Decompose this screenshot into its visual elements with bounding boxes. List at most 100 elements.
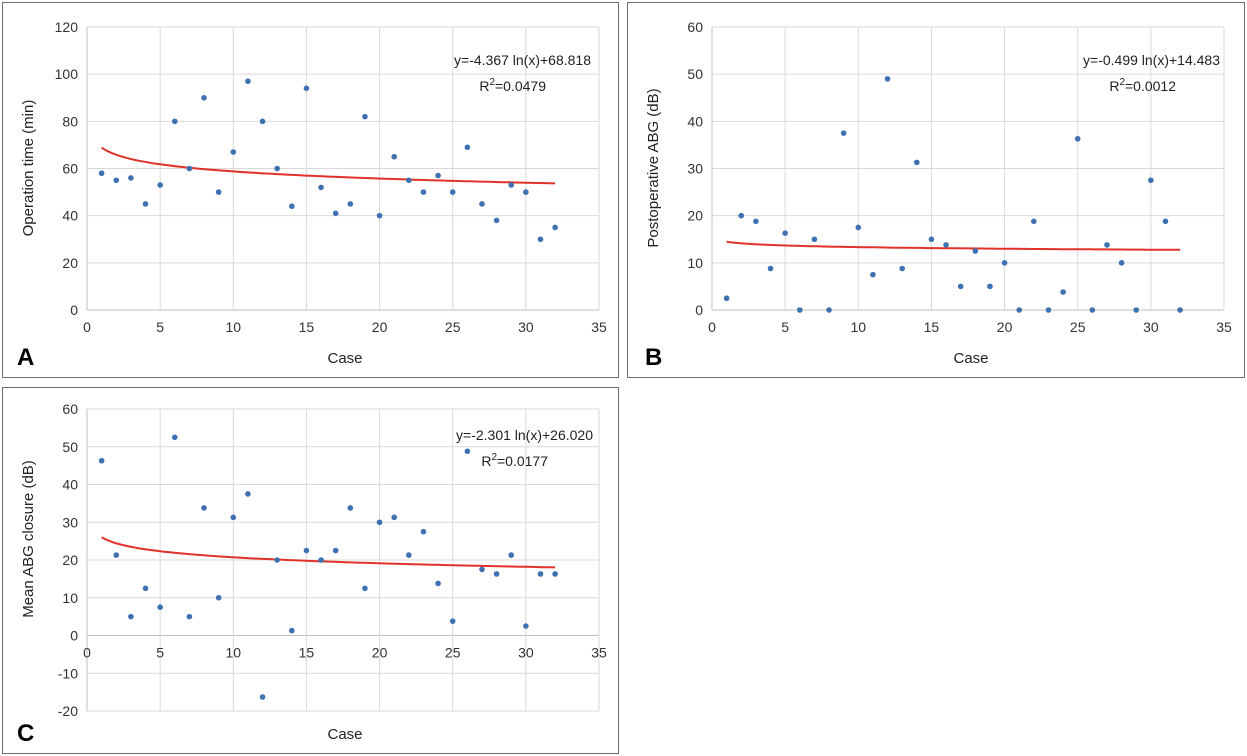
y-tick-label: 50 bbox=[62, 439, 78, 455]
data-point bbox=[1089, 307, 1096, 313]
panel-label: A bbox=[17, 344, 34, 371]
data-point bbox=[552, 571, 558, 577]
data-point bbox=[1016, 307, 1022, 313]
data-point bbox=[171, 434, 178, 441]
data-point bbox=[113, 177, 120, 184]
data-point bbox=[972, 248, 979, 254]
data-point bbox=[899, 265, 905, 272]
y-tick-label: -20 bbox=[58, 703, 78, 719]
data-point bbox=[259, 118, 266, 125]
y-tick-label: 10 bbox=[687, 255, 703, 271]
data-point bbox=[376, 212, 383, 219]
r-squared-label: R2=0.0012 bbox=[1109, 77, 1176, 94]
data-point bbox=[332, 210, 339, 217]
x-tick-label: 0 bbox=[83, 319, 91, 335]
data-point bbox=[171, 118, 178, 125]
data-point bbox=[796, 307, 803, 313]
x-tick-label: 25 bbox=[445, 645, 461, 661]
data-point bbox=[464, 144, 471, 151]
x-tick-label: 20 bbox=[372, 645, 388, 661]
x-tick-label: 0 bbox=[83, 645, 91, 661]
data-point bbox=[391, 514, 398, 521]
y-tick-label: 30 bbox=[62, 514, 78, 530]
x-tick-label: 0 bbox=[708, 319, 716, 335]
data-point bbox=[113, 552, 120, 558]
data-point bbox=[186, 613, 193, 620]
data-point bbox=[362, 113, 368, 120]
chart-panel-c: -20 -10 0 10 20 30 40 50 60 0 5 10 15 20 25 30 35 Case M… bbox=[2, 387, 619, 754]
x-tick-label: 25 bbox=[1070, 319, 1086, 335]
data-point bbox=[98, 457, 105, 464]
data-point bbox=[523, 189, 529, 195]
y-tick-label: 20 bbox=[62, 552, 78, 568]
data-point bbox=[957, 283, 964, 290]
data-point bbox=[1104, 242, 1110, 248]
data-point bbox=[435, 580, 441, 587]
data-point bbox=[449, 618, 456, 624]
data-point bbox=[318, 557, 324, 563]
data-point bbox=[201, 94, 207, 101]
y-tick-label: 30 bbox=[687, 161, 703, 177]
data-point bbox=[508, 552, 515, 558]
x-tick-label: 10 bbox=[225, 645, 241, 661]
x-tick-label: 35 bbox=[591, 319, 607, 335]
data-point bbox=[274, 165, 280, 172]
panel-label: C bbox=[17, 720, 34, 747]
data-point bbox=[1031, 218, 1037, 225]
data-point bbox=[142, 585, 149, 592]
y-tick-label: 20 bbox=[687, 208, 703, 224]
data-point bbox=[142, 201, 149, 207]
r-squared-label: R2=0.0479 bbox=[479, 77, 546, 94]
data-point bbox=[157, 182, 163, 188]
data-point bbox=[552, 224, 558, 231]
y-axis-title: Operation time (min) bbox=[20, 100, 37, 237]
data-point bbox=[406, 177, 412, 184]
data-point bbox=[186, 165, 193, 172]
data-point bbox=[493, 217, 500, 224]
x-tick-label: 15 bbox=[299, 645, 315, 661]
x-tick-label: 20 bbox=[997, 319, 1013, 335]
data-point bbox=[738, 212, 745, 219]
trendline bbox=[101, 146, 556, 185]
y-axis-title: Postoperative ABG (dB) bbox=[645, 88, 662, 247]
data-point bbox=[347, 505, 354, 511]
data-point bbox=[943, 242, 949, 248]
data-point bbox=[1148, 177, 1154, 184]
data-point bbox=[303, 547, 310, 554]
chart-b-svg: 0 10 20 30 40 50 60 0 5 10 15 20 25 30 35 Case Postope… bbox=[645, 19, 1232, 371]
y-tick-label: 40 bbox=[62, 208, 78, 224]
data-point bbox=[537, 236, 544, 243]
x-tick-label: 5 bbox=[781, 319, 789, 335]
data-point bbox=[157, 604, 163, 610]
y-tick-label: 50 bbox=[687, 66, 703, 82]
data-point bbox=[98, 170, 105, 177]
y-tick-label: 40 bbox=[687, 113, 703, 129]
trendline-equation: y=-0.499 ln(x)+14.483 bbox=[1083, 52, 1220, 68]
x-tick-label: 5 bbox=[156, 319, 164, 335]
chart-panel-a: 0 20 40 60 80 100 120 0 5 10 15 20 25 30 35 Case Opera… bbox=[2, 2, 619, 378]
chart-a-svg: 0 20 40 60 80 100 120 0 5 10 15 20 25 30 35 Case Opera… bbox=[17, 19, 607, 371]
data-point bbox=[289, 627, 295, 634]
trendline bbox=[101, 536, 556, 569]
y-tick-label: 120 bbox=[55, 19, 79, 35]
x-tick-label: 35 bbox=[591, 645, 607, 661]
data-point bbox=[523, 623, 529, 629]
y-tick-label: 100 bbox=[55, 66, 79, 82]
x-tick-label: 10 bbox=[225, 319, 241, 335]
data-point bbox=[855, 224, 862, 231]
data-point bbox=[128, 175, 134, 181]
y-tick-label: -10 bbox=[58, 665, 78, 681]
data-point bbox=[318, 184, 324, 191]
data-point bbox=[259, 694, 266, 700]
data-point bbox=[767, 265, 774, 272]
x-tick-label: 25 bbox=[445, 319, 461, 335]
x-axis-title: Case bbox=[327, 726, 362, 743]
data-point bbox=[723, 295, 730, 302]
x-tick-label: 15 bbox=[924, 319, 940, 335]
data-point bbox=[128, 613, 134, 620]
data-point bbox=[479, 566, 485, 573]
data-point bbox=[479, 201, 485, 207]
y-tick-label: 80 bbox=[62, 113, 78, 129]
data-point bbox=[1118, 260, 1125, 266]
data-point bbox=[449, 189, 456, 195]
